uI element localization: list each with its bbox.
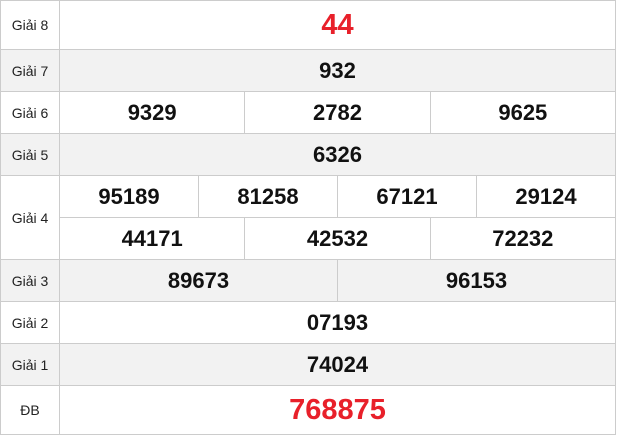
prize-label: Giải 4 — [1, 176, 60, 259]
prize-number: 44 — [321, 8, 354, 41]
prize-number: 9329 — [127, 99, 177, 125]
prize-row: Giải 1 74024 — [1, 344, 616, 386]
prize-number: 67121 — [337, 176, 476, 217]
prize-number: 29124 — [476, 176, 615, 217]
prize-number: 2782 — [244, 92, 429, 133]
prize-row: ĐB 768875 — [1, 386, 616, 435]
prize-row: Giải 6 9329 2782 9625 — [1, 92, 616, 134]
prize-number: 932 — [319, 57, 356, 83]
prize-number: 44171 — [121, 225, 183, 251]
prize-label: Giải 5 — [1, 134, 60, 175]
prize-row: Giải 3 89673 96153 — [1, 260, 616, 302]
prize-label: Giải 3 — [1, 260, 60, 301]
prize-row: Giải 8 44 — [1, 1, 616, 50]
special-prize-number: 768875 — [289, 393, 386, 426]
prize-label: Giải 6 — [1, 92, 60, 133]
prize-number: 9625 — [429, 92, 615, 133]
prize-number: 74024 — [306, 351, 369, 377]
prize-row: Giải 4 95189 81258 67121 29124 44171 42532 7223… — [1, 176, 616, 260]
prize-number: 6326 — [313, 141, 362, 167]
prize-number: 95189 — [98, 183, 160, 209]
prize-label: Giải 8 — [1, 1, 60, 49]
prize-label: ĐB — [1, 386, 60, 434]
prize-label: Giải 7 — [1, 50, 60, 91]
prize-row: Giải 7 932 — [1, 50, 616, 92]
prize-number: 96153 — [337, 260, 615, 301]
prize-number: 42532 — [244, 218, 429, 259]
prize-label: Giải 1 — [1, 344, 60, 385]
prize-row: Giải 5 6326 — [1, 134, 616, 176]
prize-row: Giải 2 07193 — [1, 302, 616, 344]
prize-number: 72232 — [429, 218, 615, 259]
prize-number: 07193 — [306, 309, 369, 335]
prize-label: Giải 2 — [1, 302, 60, 343]
prize-number: 81258 — [198, 176, 337, 217]
prize-number: 89673 — [167, 267, 230, 293]
